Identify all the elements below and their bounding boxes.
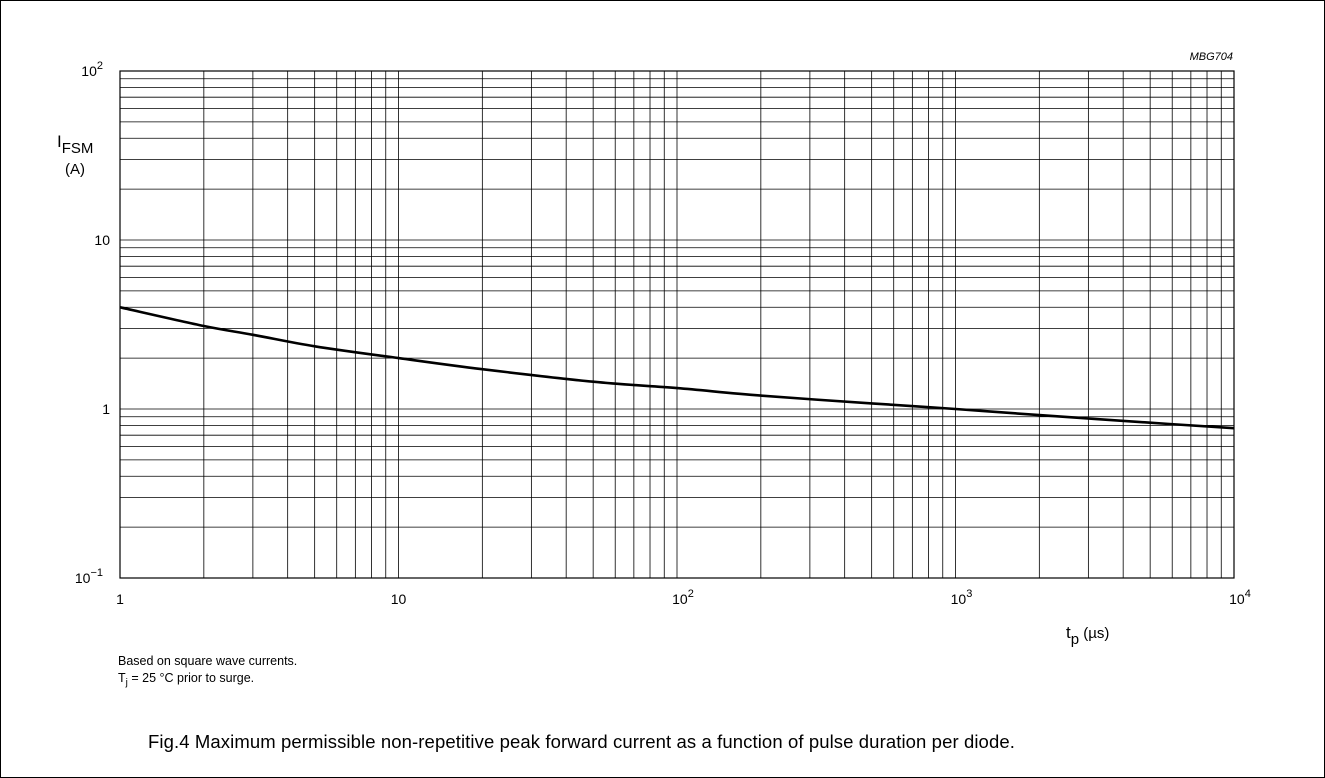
- y-axis-label: IFSM (A): [57, 132, 93, 178]
- note-temp-symbol: T: [118, 671, 126, 685]
- x-tick-label: 103: [951, 588, 973, 607]
- figure-caption: Fig.4 Maximum permissible non-repetitive…: [148, 731, 1015, 752]
- x-tick-label: 10: [391, 591, 407, 607]
- y-tick-label: 10−1: [75, 567, 103, 586]
- surge-current-curve: [119, 306, 1235, 430]
- y-tick-label: 10: [94, 232, 110, 248]
- svg-text:IFSM: IFSM: [57, 132, 93, 157]
- y-axis-subscript: FSM: [62, 140, 94, 157]
- x-tick-label: 104: [1229, 588, 1251, 607]
- y-tick-label: 1: [102, 401, 110, 417]
- note-square-wave: Based on square wave currents.: [118, 654, 298, 668]
- x-axis-unit: (µs): [1079, 625, 1109, 642]
- x-axis-symbol: t: [1066, 623, 1071, 642]
- note-temp-subscript: j: [125, 677, 128, 689]
- tick-labels: 1 10 102 103 104 10−1 1 10 102: [75, 60, 1251, 607]
- x-tick-label: 102: [672, 588, 694, 607]
- x-axis-label: tp (µs): [1066, 623, 1109, 648]
- note-junction-temp: Tj = 25 °C prior to surge.: [118, 671, 254, 689]
- note-temp-text: = 25 °C prior to surge.: [127, 671, 255, 685]
- x-axis-subscript: p: [1071, 631, 1079, 648]
- curve-layer: [119, 306, 1235, 430]
- svg-text:tp (µs): tp (µs): [1066, 623, 1109, 648]
- plot-border: [119, 70, 1235, 579]
- x-tick-label: 1: [116, 591, 124, 607]
- reference-code: MBG704: [1190, 51, 1233, 63]
- y-axis-symbol: I: [57, 132, 62, 151]
- y-axis-unit: (A): [65, 161, 85, 178]
- y-tick-label: 102: [81, 60, 103, 79]
- grid: [119, 70, 1235, 579]
